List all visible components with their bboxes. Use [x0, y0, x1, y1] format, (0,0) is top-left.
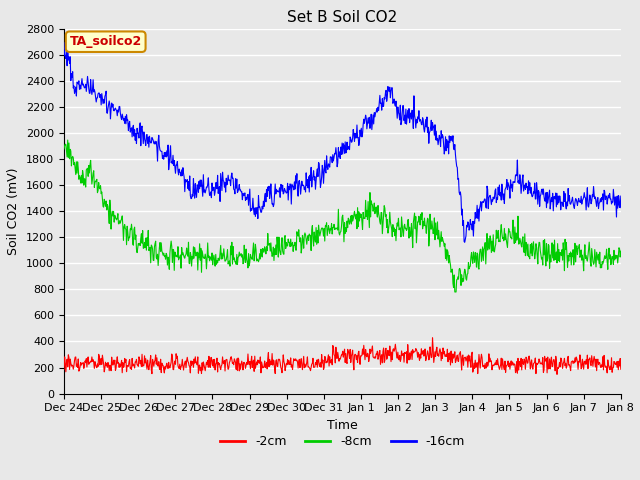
X-axis label: Time: Time	[327, 419, 358, 432]
Title: Set B Soil CO2: Set B Soil CO2	[287, 10, 397, 25]
Y-axis label: Soil CO2 (mV): Soil CO2 (mV)	[8, 168, 20, 255]
Text: TA_soilco2: TA_soilco2	[70, 35, 142, 48]
Legend: -2cm, -8cm, -16cm: -2cm, -8cm, -16cm	[215, 430, 470, 453]
